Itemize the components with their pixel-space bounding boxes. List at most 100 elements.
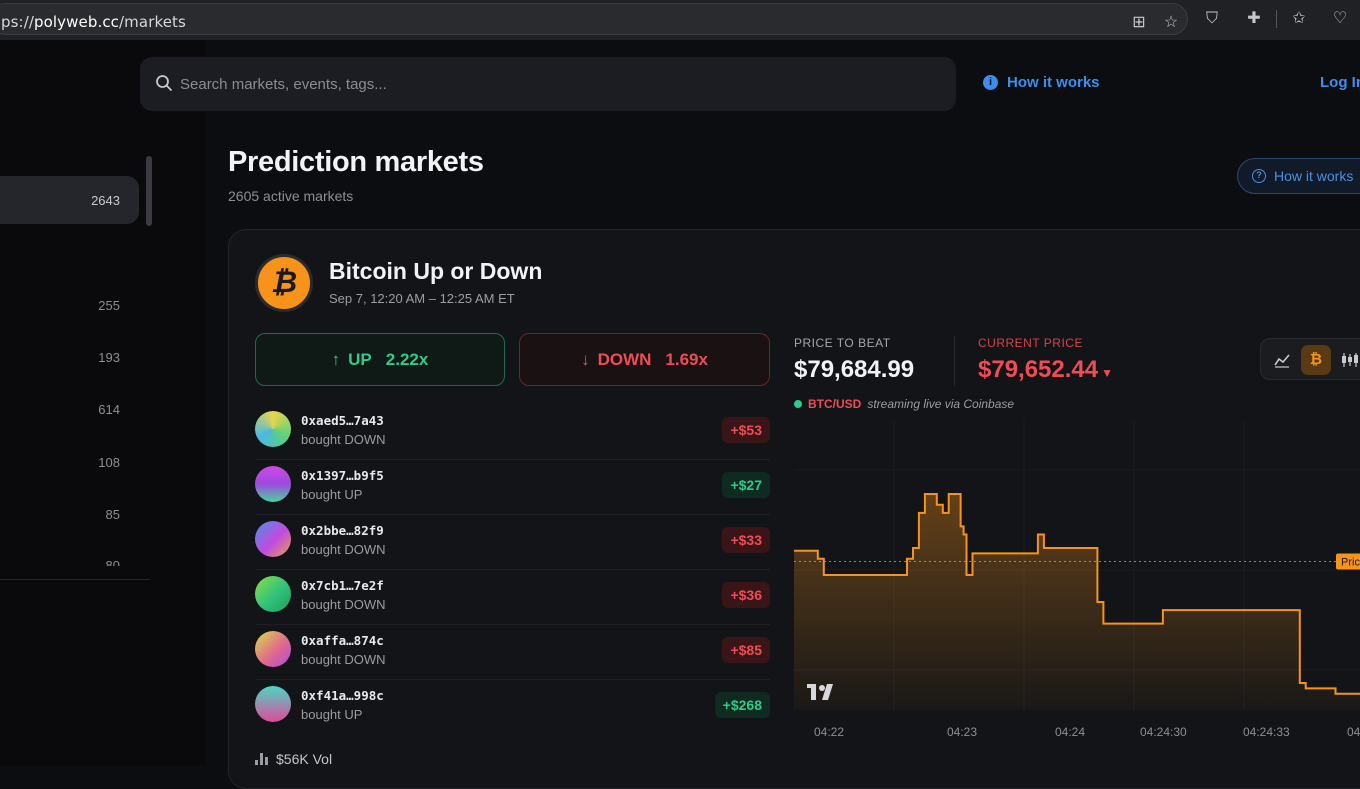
sidebar-count[interactable]: 614: [98, 402, 120, 417]
live-dot-icon: [794, 400, 802, 408]
apps-icon[interactable]: ⊞: [1132, 14, 1146, 31]
price-chart[interactable]: Price to beat: [794, 420, 1360, 730]
trade-amount: +$85: [722, 637, 770, 663]
url-prefix: ps://: [1, 13, 34, 31]
recent-trades-list: 0xaed5…7a43 bought DOWN +$53 0x1397…b9f5…: [255, 405, 770, 735]
trade-row[interactable]: 0x1397…b9f5 bought UP +$27: [255, 460, 770, 515]
url-host: polyweb.cc: [34, 13, 120, 31]
question-icon: ?: [1252, 169, 1266, 183]
trade-action: bought UP: [301, 487, 363, 502]
trade-row[interactable]: 0x2bbe…82f9 bought DOWN +$33: [255, 515, 770, 570]
sidebar-count[interactable]: 193: [98, 350, 120, 365]
trade-address: 0x1397…b9f5: [301, 468, 384, 483]
live-feed-status: BTC/USD streaming live via Coinbase: [794, 397, 1014, 411]
x-tick-label: 04:24: [1055, 725, 1086, 739]
sidebar-count[interactable]: 85: [105, 507, 120, 522]
how-it-works-button[interactable]: ? How it works: [1237, 158, 1360, 194]
health-icon[interactable]: ♡: [1332, 10, 1348, 27]
line-chart-icon[interactable]: [1267, 345, 1297, 375]
up-label: UP: [348, 349, 372, 369]
x-tick-label: 04:24:30: [1140, 725, 1187, 739]
shield-icon[interactable]: ⛉: [1205, 10, 1218, 27]
current-price-value: $79,652.44 ▼: [978, 356, 1113, 384]
price-to-beat-tag: Price to beat: [1336, 553, 1360, 570]
avatar: [255, 686, 291, 722]
page-subtitle: 2605 active markets: [228, 188, 354, 204]
login-link[interactable]: Log In: [1320, 74, 1360, 91]
avatar: [255, 576, 291, 612]
trade-row[interactable]: 0xaffa…874c bought DOWN +$85: [255, 625, 770, 680]
price-line: [794, 493, 1360, 695]
url-path: /markets: [119, 13, 186, 31]
tradingview-logo: [807, 684, 833, 700]
x-tick-label: 04:22: [814, 725, 845, 739]
star-icon[interactable]: ☆: [1163, 14, 1179, 31]
buy-down-button[interactable]: ↓ DOWN 1.69x: [519, 333, 770, 386]
market-title[interactable]: Bitcoin Up or Down: [329, 258, 543, 284]
page-title: Prediction markets: [228, 146, 484, 178]
sidebar-count: 2643: [91, 193, 120, 208]
trade-amount: +$33: [722, 527, 770, 553]
sidebar-item-active[interactable]: [0, 176, 139, 224]
trade-row[interactable]: 0xaed5…7a43 bought DOWN +$53: [255, 405, 770, 460]
trade-action: bought DOWN: [301, 597, 386, 612]
feed-note: streaming live via Coinbase: [867, 397, 1015, 411]
sidebar: 2643 255 193 614 108 85 80: [0, 40, 206, 765]
trade-action: bought UP: [301, 707, 363, 722]
down-multiplier: 1.69x: [665, 349, 708, 369]
sidebar-count[interactable]: 80: [105, 558, 120, 566]
toolbar-separator: [1276, 10, 1277, 28]
trade-address: 0x2bbe…82f9: [301, 523, 384, 538]
search-icon: [156, 75, 172, 91]
avatar: [255, 466, 291, 502]
x-tick-label: 04:23: [947, 725, 978, 739]
trade-row[interactable]: 0xf41a…998c bought UP +$268: [255, 680, 770, 735]
x-tick-label: 04:2: [1347, 725, 1360, 739]
price-area: [794, 494, 1360, 710]
market-volume: $56K Vol: [255, 751, 332, 767]
trade-address: 0xf41a…998c: [301, 688, 384, 703]
x-tick-label: 04:24:33: [1243, 725, 1290, 739]
trade-row[interactable]: 0x7cb1…7e2f bought DOWN +$36: [255, 570, 770, 625]
search-input[interactable]: [180, 71, 920, 97]
trade-address: 0xaed5…7a43: [301, 413, 384, 428]
triangle-down-icon: ▼: [1101, 366, 1114, 380]
volume-label: $56K Vol: [276, 751, 333, 767]
trade-action: bought DOWN: [301, 652, 386, 667]
trade-action: bought DOWN: [301, 432, 386, 447]
info-icon: i: [983, 75, 998, 90]
sidebar-scrollbar[interactable]: [146, 156, 152, 226]
how-it-works-link[interactable]: i How it works: [983, 74, 1100, 91]
trade-amount: +$27: [722, 472, 770, 498]
app: 2643 255 193 614 108 85 80 i How it work…: [0, 40, 1360, 789]
trade-amount: +$53: [722, 417, 770, 443]
arrow-down-icon: ↓: [581, 349, 590, 369]
buy-up-button[interactable]: ↑ UP 2.22x: [255, 333, 505, 386]
address-bar[interactable]: ps://polyweb.cc/markets ⊞ ☆: [0, 3, 1188, 35]
bitcoin-icon: ₿: [255, 254, 313, 312]
sidebar-count[interactable]: 255: [98, 298, 120, 313]
current-price-label: CURRENT PRICE: [978, 336, 1083, 350]
arrow-up-icon: ↑: [331, 349, 341, 369]
search-bar[interactable]: [140, 57, 956, 111]
current-price-number: $79,652.44: [978, 356, 1099, 383]
price-to-beat-label: PRICE TO BEAT: [794, 336, 891, 350]
avatar: [255, 411, 291, 447]
trade-address: 0xaffa…874c: [301, 633, 384, 648]
extensions-icon[interactable]: ✚: [1247, 10, 1261, 27]
bitcoin-chart-icon[interactable]: ₿: [1301, 345, 1331, 375]
price-divider: [954, 336, 955, 386]
favorites-icon[interactable]: ✩: [1292, 10, 1306, 27]
trade-action: bought DOWN: [301, 542, 386, 557]
market-card[interactable]: ₿ Bitcoin Up or Down Sep 7, 12:20 AM – 1…: [228, 229, 1360, 789]
market-date: Sep 7, 12:20 AM – 12:25 AM ET: [329, 291, 515, 306]
price-to-beat-value: $79,684.99: [794, 356, 915, 383]
sidebar-count[interactable]: 108: [98, 455, 120, 470]
avatar: [255, 631, 291, 667]
candlestick-icon[interactable]: [1335, 345, 1360, 375]
how-it-works-button-label: How it works: [1274, 168, 1354, 184]
browser-toolbar: ps://polyweb.cc/markets ⊞ ☆ ⛉ ✚ ✩ ♡: [0, 0, 1360, 40]
volume-icon: [255, 753, 268, 765]
feed-pair: BTC/USD: [808, 397, 862, 411]
how-it-works-label: How it works: [1007, 74, 1100, 91]
